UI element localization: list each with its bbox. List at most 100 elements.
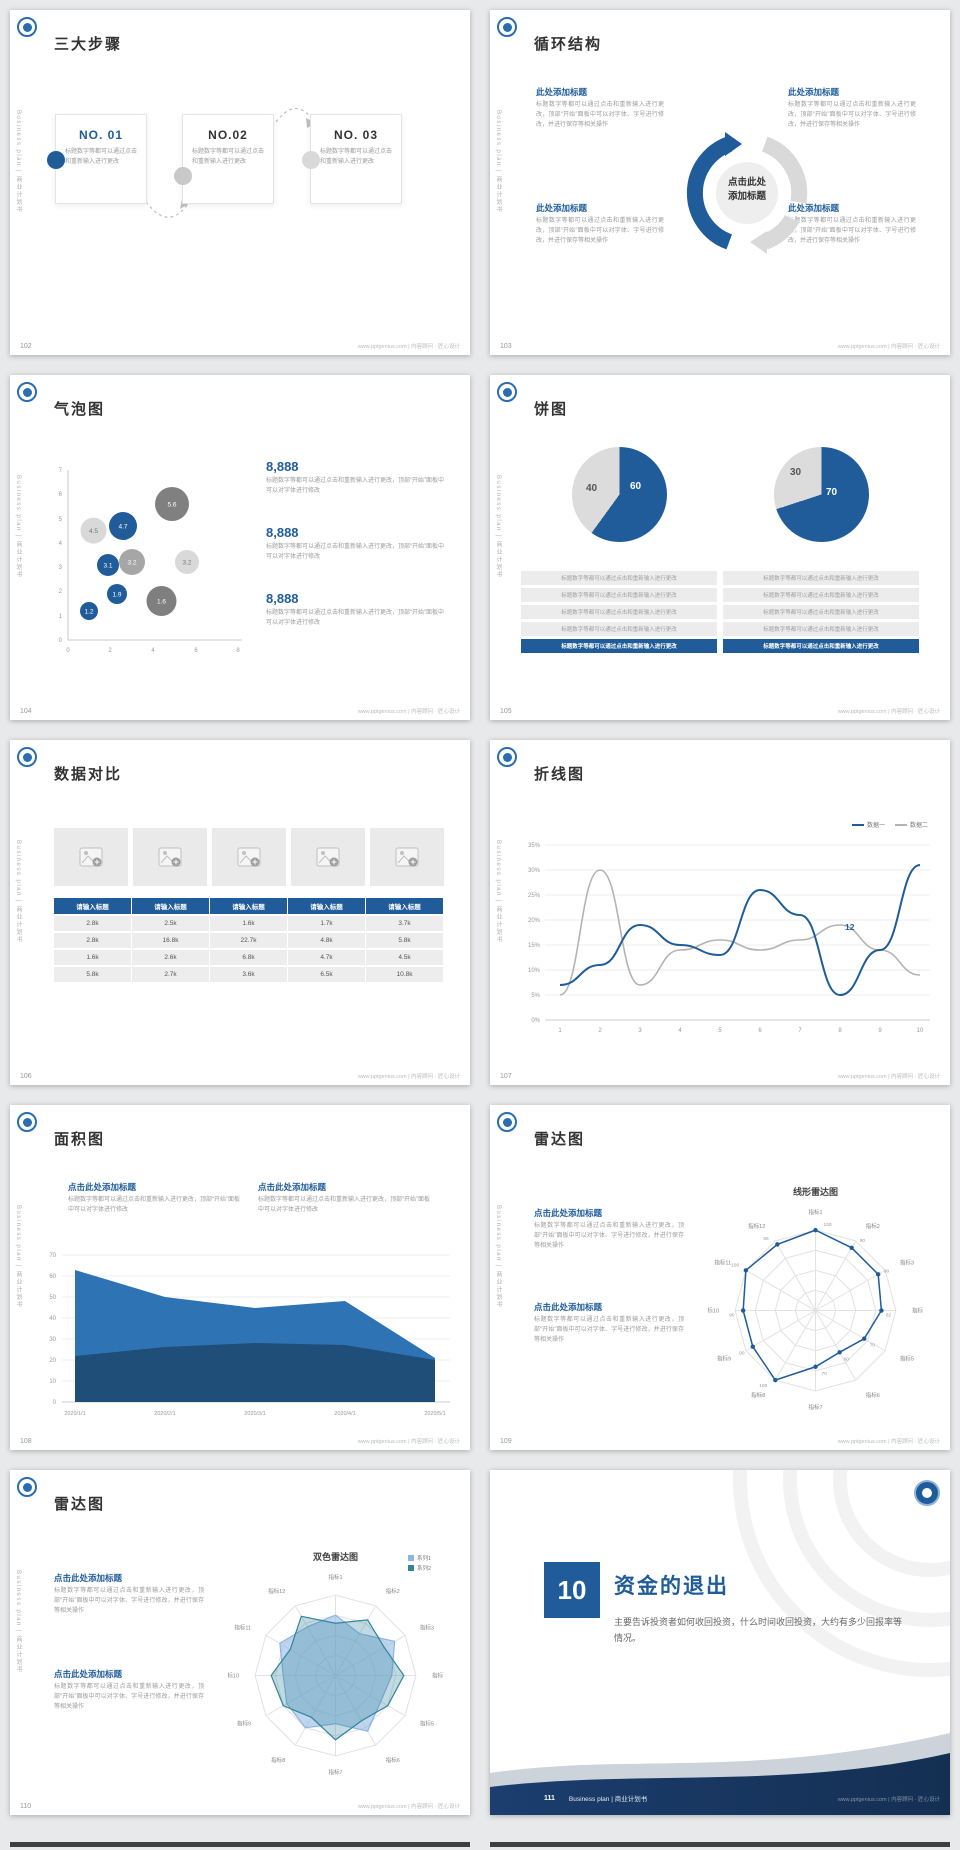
slide-110[interactable]: Business plan | 商业计划书 雷达图 点击此处添加标题 标题数字等… [10,1470,470,1815]
pie-caption-row: 标题数字等都可以通过点击和重新输入进行更改 [521,588,717,602]
slide-107[interactable]: Business plan | 商业计划书 折线图 数据一 数据二 35% 30%… [490,740,950,1085]
svg-text:2020/2/1: 2020/2/1 [154,1411,175,1417]
svg-text:1.2: 1.2 [84,609,93,616]
svg-text:指标10: 指标10 [228,1672,239,1680]
pie-label: 70 [826,487,838,498]
radar-legend: 系列1 系列2 [408,1554,431,1572]
slide-title: 三大步骤 [54,36,123,53]
svg-text:35%: 35% [528,843,541,849]
table-row: 2.8k 16.8k 22.7k 4.8k 5.8k [54,933,444,948]
radar-series-1 [279,1614,396,1732]
sidebar-vertical-text: Business plan | 商业计划书 [495,110,501,214]
slide-111[interactable]: 10 资金的退出 主要告诉投资者如何收回投资，什么时间收回投资，大约有多少回报率… [490,1470,950,1815]
footer-site: www.pptgenius.com | 内容顾问 · 匠心设计 [837,1074,940,1080]
slide-104[interactable]: Business plan | 商业计划书 气泡图 7 6 5 4 3 2 1 … [10,375,470,720]
item-body: 标题数字等都可以通过点击和重新输入进行更改，顶部“开始”面板中可以对字体、字号进… [536,218,664,244]
svg-text:90: 90 [884,1268,890,1274]
svg-text:1.6: 1.6 [157,599,166,606]
item-body: 标题数字等都可以通过点击和重新输入进行更改，顶部“开始”面板中可以对字体、字号进… [788,218,916,244]
svg-text:0: 0 [53,1400,57,1406]
page-number: 111 [544,1794,555,1802]
table-header-cell: 请输入标题 [366,898,444,914]
stat-body: 标题数字等都可以通过点击和重新输入进行更改，顶部“开始”面板中可以对字体进行修改 [266,610,444,626]
item-body: 标题数字等都可以通过点击和重新输入进行更改，顶部“开始”面板中可以对字体、字号进… [536,102,664,128]
next-row-slide-edge [10,1842,470,1847]
slide-105[interactable]: Business plan | 商业计划书 饼图 40 60 30 70 标题数… [490,375,950,720]
sidebar-vertical-text: Business plan | 商业计划书 [15,475,21,579]
table-header-cell: 请输入标题 [210,898,288,914]
image-placeholder [291,828,365,886]
step-accent-dot [302,151,320,169]
legend-series-1: 数据一 [851,820,885,829]
pie-caption-row-highlight: 标题数字等都可以通过点击和重新输入进行更改 [521,639,717,653]
series1-swatch-icon [851,823,864,826]
slide-109[interactable]: Business plan | 商业计划书 雷达图 点击此处添加标题 标题数字等… [490,1105,950,1450]
svg-text:4: 4 [151,648,155,654]
area-chart: 70 60 50 40 30 20 10 0 2020/1/1 2020/2/1 2020/3/1… [49,1253,450,1417]
legend-series-2: 数据二 [894,820,928,829]
image-placeholder-icon [158,847,182,867]
svg-text:指标4: 指标4 [432,1672,443,1680]
pie-caption-row: 标题数字等都可以通过点击和重新输入进行更改 [723,571,919,585]
slide-title: 面积图 [54,1131,106,1148]
footer-site: www.pptgenius.com | 内容顾问 · 匠心设计 [357,1074,460,1080]
page-number: 103 [500,343,512,350]
svg-text:指标4: 指标4 [912,1307,923,1315]
y-axis-ticks: 35% 30% 25% 20% 15% 10% 5% 0% [528,843,541,1024]
svg-text:2020/4/1: 2020/4/1 [334,1411,355,1417]
slide-title: 雷达图 [534,1131,586,1148]
svg-text:90: 90 [860,1238,866,1244]
area-series-bottom [75,1343,435,1402]
svg-text:82: 82 [886,1313,892,1319]
footer-site: www.pptgenius.com | 内容顾问 · 匠心设计 [837,1797,940,1803]
cycle-item-2: 此处添加标题 标题数字等都可以通过点击和重新输入进行更改，顶部“开始”面板中可以… [788,86,916,131]
svg-text:4.5: 4.5 [89,528,98,535]
line-chart-legend: 数据一 数据二 [851,820,928,829]
pie-caption-row: 标题数字等都可以通过点击和重新输入进行更改 [723,588,919,602]
svg-text:3.2: 3.2 [127,560,136,567]
step-card-1: NO. 01 标题数字等都可以通过点击和重新输入进行更改 [47,114,147,204]
section-footer: 111 Business plan | 商业计划书 [544,1793,647,1804]
slide-102[interactable]: Business plan | 商业计划书 三大步骤 NO. 01 标题数字等都… [10,10,470,355]
stat-value: 8,888 [266,459,299,474]
section-title: 资金的退出 [614,1575,729,1598]
stat-body: 标题数字等都可以通过点击和重新输入进行更改，顶部“开始”面板中可以对字体进行修改 [266,544,444,560]
pie-caption-row: 标题数字等都可以通过点击和重新输入进行更改 [723,605,919,619]
brand-logo-icon [17,1112,37,1132]
item-body: 标题数字等都可以通过点击和重新输入进行更改，顶部“开始”面板中可以对字体、字号进… [788,102,916,128]
step-body: 标题数字等都可以通过点击和重新输入进行更改 [320,149,393,165]
line-chart: 35%30%25%20%15%10%5%0% 1 2 3 4 5 6 7 8 9 10 12 [528,843,930,1034]
image-placeholder [212,828,286,886]
svg-text:7: 7 [798,1028,802,1034]
svg-text:30%: 30% [528,868,541,874]
item-title: 此处添加标题 [788,203,840,213]
svg-text:100: 100 [731,1262,739,1268]
table-header-row: 请输入标题 请输入标题 请输入标题 请输入标题 请输入标题 [54,898,444,914]
slide-title: 饼图 [534,401,569,418]
image-placeholder-icon [237,847,261,867]
sidebar-vertical-text: Business plan | 商业计划书 [495,475,501,579]
svg-text:50: 50 [49,1295,56,1301]
svg-text:4: 4 [678,1028,682,1034]
series2-swatch-icon [894,823,907,826]
svg-text:6: 6 [59,492,63,498]
image-placeholder-icon [79,847,103,867]
brand-logo-icon [497,747,517,767]
series2-swatch-icon [408,1565,414,1571]
footer-site: www.pptgenius.com | 内容顾问 · 匠心设计 [837,1439,940,1445]
svg-text:2020/5/1: 2020/5/1 [424,1411,445,1417]
series1-swatch-icon [408,1555,414,1561]
series1-line [559,864,921,997]
stat-value: 8,888 [266,591,299,606]
stat-block-1: 8,888 标题数字等都可以通过点击和重新输入进行更改，顶部“开始”面板中可以对… [266,459,444,497]
slide-title: 雷达图 [54,1496,106,1513]
image-placeholder [54,828,128,886]
slide-103[interactable]: Business plan | 商业计划书 循环结构 此处添加标题 标题数字等都… [490,10,950,355]
slide-106[interactable]: Business plan | 商业计划书 数据对比 请输入标题 请输入标题 请… [10,740,470,1085]
svg-text:4: 4 [59,541,63,547]
svg-text:指标10: 指标10 [708,1307,719,1315]
svg-text:指标12: 指标12 [748,1222,765,1230]
slide-108[interactable]: Business plan | 商业计划书 面积图 点击此处添加标题 标题数字等… [10,1105,470,1450]
pie-label: 30 [790,467,802,478]
svg-text:指标8: 指标8 [271,1756,285,1764]
